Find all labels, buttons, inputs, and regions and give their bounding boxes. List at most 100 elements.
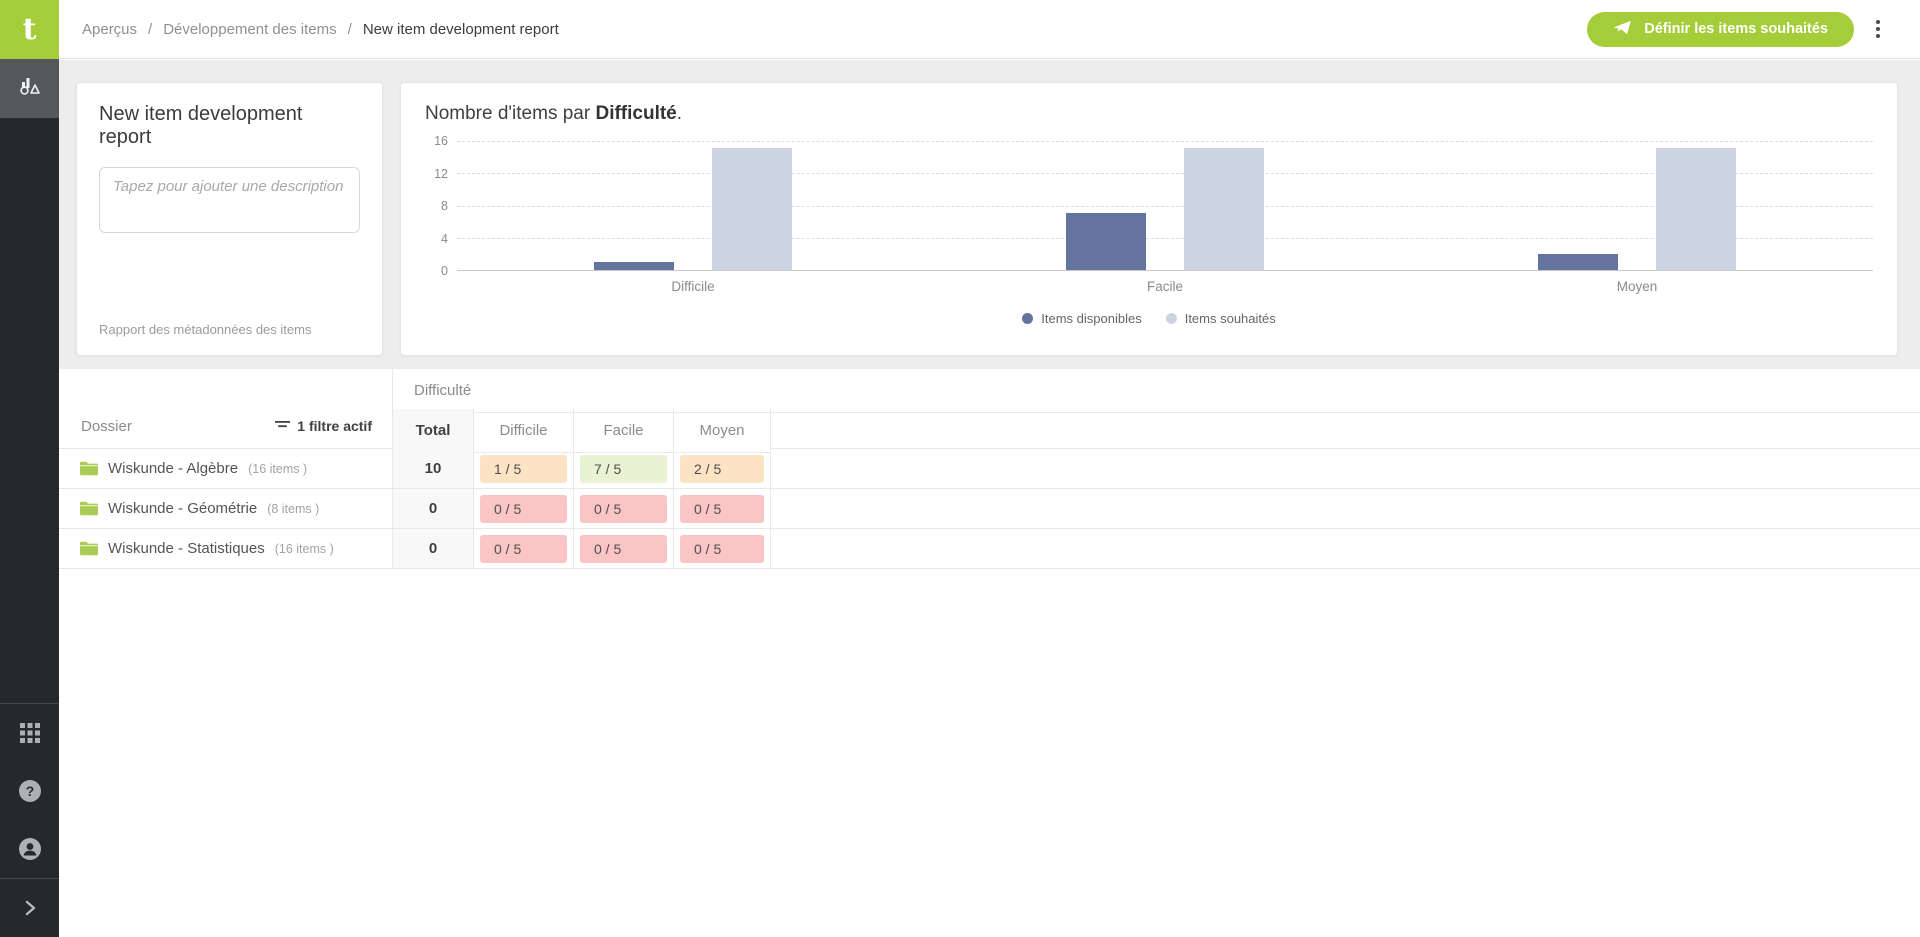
- bar-items-disponibles-moyen: [1538, 253, 1618, 270]
- table-row-dossier[interactable]: Wiskunde - Statistiques (16 items ): [59, 529, 392, 569]
- sidebar: t ?: [0, 0, 59, 937]
- apps-grid-icon[interactable]: [0, 704, 59, 762]
- table-row-dossier[interactable]: Wiskunde - Géométrie (8 items ): [59, 489, 392, 529]
- breadcrumb-current: New item development report: [362, 20, 559, 38]
- y-tick-label: 4: [441, 231, 448, 246]
- define-items-button[interactable]: Définir les items souhaités: [1587, 11, 1854, 47]
- sidebar-divider: [0, 703, 59, 704]
- sidebar-divider: [0, 878, 59, 879]
- chart-card: Nombre d'items par Difficulté. 16 12 8 4 0 D…: [400, 82, 1898, 356]
- ratio-badge-bad: 0 / 5: [580, 494, 667, 523]
- chart-legend: Items disponibles Items souhaités: [425, 311, 1873, 326]
- bar-items-souhaités-facile: [1184, 148, 1264, 270]
- bar-items-disponibles-difficile: [594, 261, 674, 270]
- row-filler: [771, 489, 1920, 529]
- folder-icon: [80, 541, 98, 556]
- dossier-item-count: (8 items ): [267, 501, 320, 516]
- bar-group-difficile: [594, 148, 792, 270]
- difficulty-cell: 2 / 5: [673, 449, 771, 489]
- report-info-card: New item development report Rapport des …: [76, 82, 383, 356]
- total-value: 0: [392, 489, 473, 529]
- column-header-facile: Facile: [573, 409, 673, 453]
- ratio-badge-bad: 0 / 5: [480, 534, 567, 563]
- ratio-badge-ok: 7 / 5: [580, 454, 667, 483]
- difficulty-cell: 0 / 5: [673, 529, 771, 569]
- breadcrumb-apercus[interactable]: Aperçus: [82, 20, 138, 38]
- legend-item-items-souhaités[interactable]: Items souhaités: [1165, 311, 1276, 326]
- y-tick-label: 8: [441, 199, 448, 213]
- breadcrumb-developpement[interactable]: Développement des items: [163, 20, 337, 38]
- chart-plot-area: [457, 141, 1873, 271]
- y-tick-label: 0: [441, 264, 448, 278]
- main-content: New item development report Rapport des …: [59, 60, 1920, 937]
- account-icon[interactable]: [0, 820, 59, 878]
- ratio-badge-bad: 0 / 5: [680, 494, 764, 523]
- logo-letter: t: [22, 12, 37, 47]
- x-category-label: Moyen: [1616, 279, 1658, 294]
- dossier-item-count: (16 items ): [274, 541, 334, 556]
- results-table-section: Dossier 1 filtre actif Difficulté Total …: [59, 369, 1920, 937]
- row-filler: [771, 529, 1920, 569]
- bar-chart: 16 12 8 4 0: [425, 134, 1873, 278]
- active-filter-control[interactable]: 1 filtre actif: [275, 418, 372, 434]
- header-filler: [771, 409, 1920, 449]
- results-table: Dossier 1 filtre actif Difficulté Total …: [59, 369, 1920, 569]
- row-filler: [771, 449, 1920, 489]
- more-options-icon[interactable]: [1872, 16, 1884, 42]
- send-icon: [1613, 20, 1632, 39]
- sidebar-item-reports[interactable]: [0, 59, 59, 118]
- chart-title: Nombre d'items par Difficulté.: [425, 103, 683, 124]
- difficulty-cell: 0 / 5: [473, 489, 573, 529]
- ratio-badge-warn: 2 / 5: [680, 454, 764, 483]
- legend-item-items-disponibles[interactable]: Items disponibles: [1022, 311, 1142, 326]
- breadcrumb-separator: /: [347, 20, 352, 38]
- filter-icon: [275, 420, 291, 427]
- dossier-header-label: Dossier: [81, 417, 132, 435]
- report-type-label: Rapport des métadonnées des items: [99, 322, 312, 337]
- dossier-item-count: (16 items ): [248, 461, 308, 476]
- help-icon[interactable]: ?: [0, 762, 59, 820]
- bar-items-disponibles-facile: [1066, 213, 1146, 270]
- difficulty-cell: 7 / 5: [573, 449, 673, 489]
- gridline: [457, 205, 1873, 207]
- top-header: Aperçus / Développement des items / New …: [59, 0, 1920, 59]
- report-tools-icon: [18, 75, 42, 102]
- column-header-total: Total: [392, 409, 473, 453]
- report-title: New item development report: [99, 103, 303, 148]
- difficulty-cell: 0 / 5: [473, 529, 573, 569]
- gridline: [457, 141, 1873, 142]
- ratio-badge-warn: 1 / 5: [480, 454, 567, 483]
- legend-label: Items souhaités: [1184, 311, 1276, 326]
- ratio-badge-bad: 0 / 5: [480, 494, 567, 523]
- total-value: 0: [392, 529, 473, 569]
- dossier-name: Wiskunde - Statistiques: [108, 540, 265, 557]
- svg-text:?: ?: [25, 783, 34, 799]
- x-category-label: Facile: [1146, 279, 1184, 294]
- chart-y-axis: 16 12 8 4 0: [425, 134, 457, 278]
- cards-row: New item development report Rapport des …: [59, 60, 1920, 356]
- app-logo[interactable]: t: [0, 0, 59, 59]
- difficulty-group-header: Difficulté: [392, 369, 1920, 413]
- gridline: [457, 237, 1873, 239]
- difficulty-cell: 0 / 5: [573, 529, 673, 569]
- bar-items-souhaités-difficile: [712, 148, 792, 270]
- column-header-difficile: Difficile: [473, 409, 573, 453]
- total-value: 10: [392, 449, 473, 489]
- table-row-dossier[interactable]: Wiskunde - Algèbre (16 items ): [59, 449, 392, 489]
- dossier-name: Wiskunde - Géométrie: [108, 500, 258, 517]
- x-category-label: Difficile: [671, 279, 715, 294]
- bar-group-facile: [1066, 148, 1264, 270]
- dossier-name: Wiskunde - Algèbre: [108, 460, 239, 477]
- bar-group-moyen: [1538, 148, 1736, 270]
- legend-label: Items disponibles: [1041, 311, 1142, 326]
- expand-sidebar-icon[interactable]: [0, 879, 59, 937]
- gridline: [457, 173, 1873, 175]
- ratio-badge-bad: 0 / 5: [580, 534, 667, 563]
- description-input[interactable]: [99, 167, 360, 233]
- dossier-column-header: Dossier 1 filtre actif: [59, 369, 392, 449]
- legend-dot: [1022, 313, 1034, 324]
- y-tick-label: 16: [434, 134, 448, 148]
- folder-icon: [80, 461, 98, 476]
- chart-x-axis-labels: Difficile Facile Moyen: [457, 271, 1873, 297]
- ratio-badge-bad: 0 / 5: [680, 534, 764, 563]
